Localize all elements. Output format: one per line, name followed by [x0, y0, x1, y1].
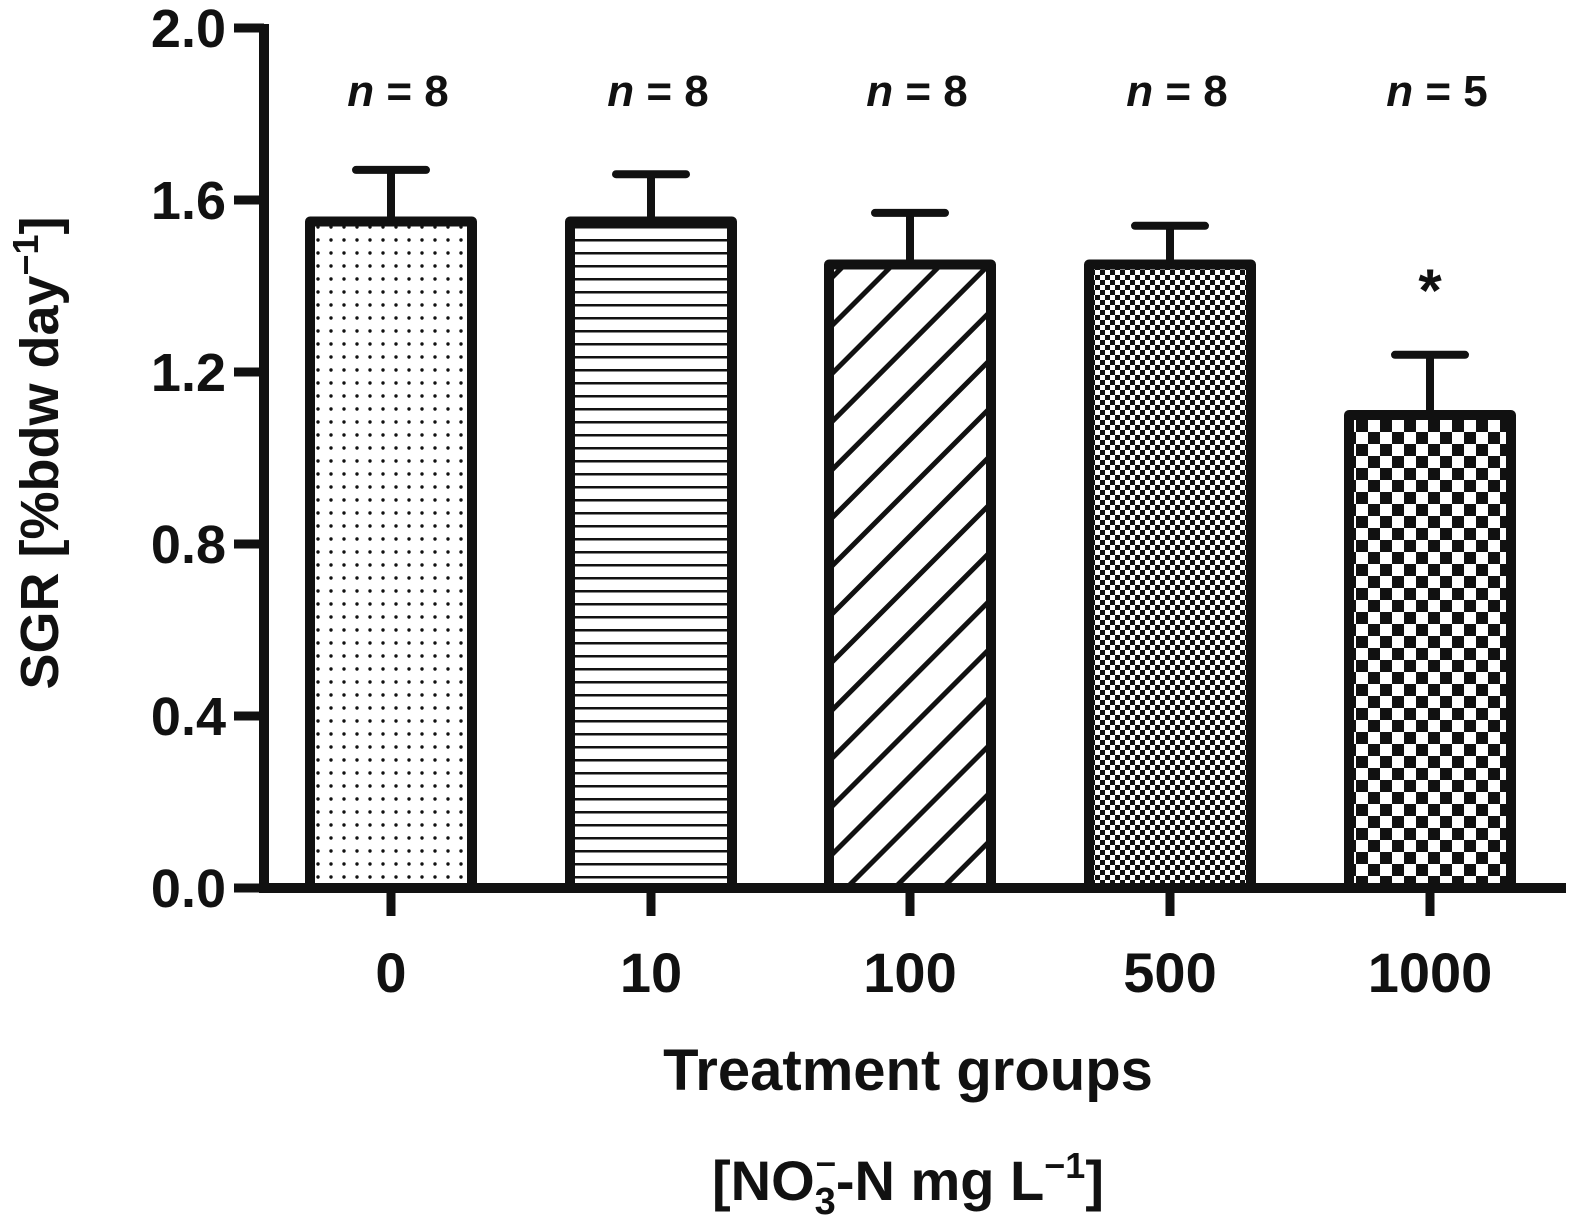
x-axis-unit-label: [NO3–-N mg L−1] [712, 1141, 1104, 1223]
significance-marker-1000: * [1418, 257, 1442, 324]
n-label-1000: n = 5 [1386, 67, 1488, 116]
y-tick-label-0.8: 0.8 [151, 515, 226, 575]
bar-10 [565, 216, 737, 893]
y-tick-label-0.4: 0.4 [151, 687, 226, 747]
bar-500 [1084, 259, 1256, 893]
x-tick-label-100: 100 [863, 941, 956, 1004]
n-label-500: n = 8 [1126, 67, 1228, 116]
x-tick-label-10: 10 [620, 941, 682, 1004]
y-axis-label: SGR [%bdw day−1] [5, 216, 70, 689]
n-label-0: n = 8 [347, 67, 449, 116]
n-label-100: n = 8 [866, 67, 968, 116]
x-tick-label-1000: 1000 [1368, 941, 1493, 1004]
x-axis-label: Treatment groups [663, 1038, 1153, 1103]
y-tick-label-1.6: 1.6 [151, 171, 226, 231]
y-tick-label-1.2: 1.2 [151, 343, 226, 403]
y-tick-label-2.0: 2.0 [151, 0, 226, 59]
bar-0 [305, 216, 477, 893]
y-tick-label-0.0: 0.0 [151, 859, 226, 919]
x-tick-label-500: 500 [1123, 941, 1216, 1004]
x-tick-label-0: 0 [375, 941, 406, 1004]
bar-1000 [1344, 410, 1516, 893]
bar-100 [824, 259, 996, 893]
n-label-10: n = 8 [607, 67, 709, 116]
